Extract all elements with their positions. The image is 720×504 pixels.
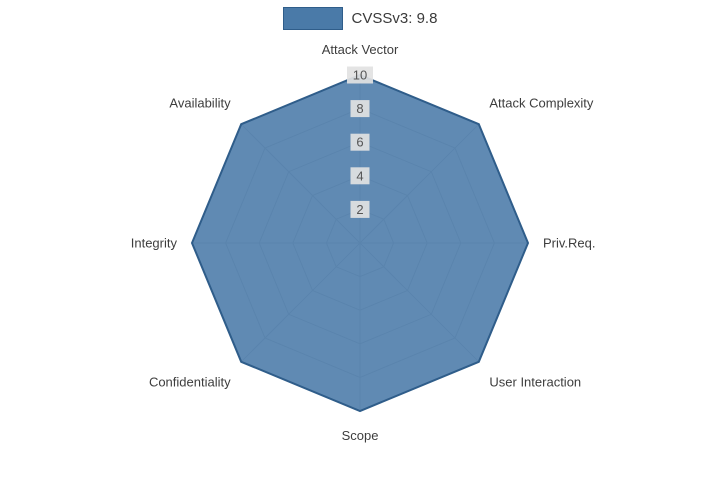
- tick-bg-10: [347, 66, 373, 84]
- axis-label-confidentiality: Confidentiality: [149, 374, 231, 389]
- tick-bg-2: [350, 200, 370, 218]
- axis-label-integrity: Integrity: [131, 236, 178, 251]
- axis-label-scope: Scope: [342, 428, 379, 443]
- tick-label-2: 2: [356, 202, 363, 217]
- tick-label-6: 6: [356, 135, 363, 150]
- chart-legend: CVSSv3: 9.8: [0, 7, 720, 30]
- axis-label-availability: Availability: [169, 96, 231, 111]
- tick-label-10: 10: [353, 68, 367, 83]
- legend-swatch[interactable]: [282, 7, 343, 30]
- tick-label-8: 8: [356, 101, 363, 116]
- tick-bg-4: [350, 167, 370, 185]
- tick-bg-6: [350, 133, 370, 151]
- data-polygon[interactable]: [190, 73, 530, 413]
- axis-label-user-interaction: User Interaction: [489, 374, 581, 389]
- axis-label-attack-vector: Attack Vector: [322, 42, 399, 57]
- legend-label[interactable]: CVSSv3: 9.8: [351, 10, 438, 27]
- axis-label-priv-req: Priv.Req.: [543, 236, 596, 251]
- axis-label-attack-complexity: Attack Complexity: [489, 96, 594, 111]
- tick-bg-8: [350, 100, 370, 118]
- tick-label-4: 4: [356, 168, 363, 183]
